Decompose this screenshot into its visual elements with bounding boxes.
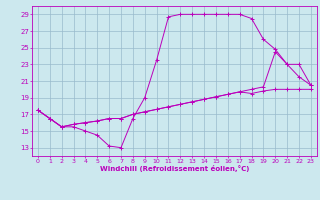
X-axis label: Windchill (Refroidissement éolien,°C): Windchill (Refroidissement éolien,°C) bbox=[100, 165, 249, 172]
